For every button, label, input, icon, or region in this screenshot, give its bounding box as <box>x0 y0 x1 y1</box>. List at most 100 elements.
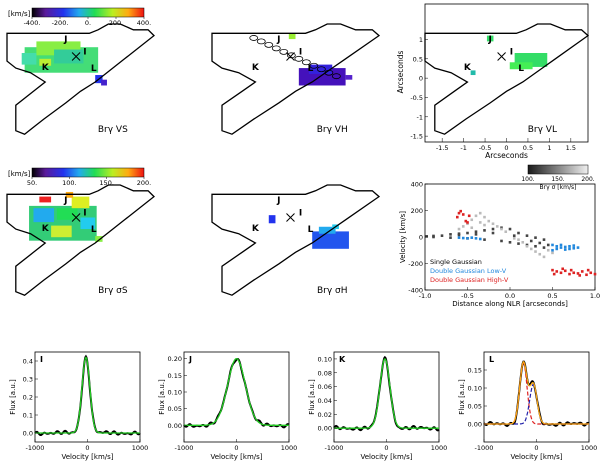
spectrum-fit-line <box>334 358 439 429</box>
vl-frame <box>424 3 589 143</box>
spectrum-ytick-label: 0.4 <box>23 358 33 366</box>
emission-region <box>308 64 333 74</box>
scatter-point <box>483 238 486 241</box>
scatter-ytick-label: -200 <box>408 260 423 268</box>
colorbar-tick-label: 200. <box>109 19 123 27</box>
spectrum-ytick-label: 0.2 <box>23 394 33 402</box>
spectrum-xtick-label: -1000 <box>475 444 494 452</box>
scatter-point <box>456 215 459 219</box>
scatter-point <box>552 272 556 276</box>
knot-label-K: K <box>252 224 260 234</box>
map-panel-4: I J K L Brγ σH <box>211 184 381 296</box>
scatter-point <box>483 223 486 227</box>
spectrum-ytick-label: 0.15 <box>168 372 182 380</box>
spectrum-ytick-label: 0.00 <box>318 425 332 433</box>
contour-mark <box>332 73 341 80</box>
scatter-point <box>457 236 461 239</box>
spectrum-ylabel: Flux [a.u.] <box>458 379 466 415</box>
emission-region <box>54 49 84 64</box>
vl-xtick-label: 1 <box>547 144 551 152</box>
spectrum-fit-line <box>35 356 140 434</box>
scatter-point <box>478 237 482 241</box>
scatter-point <box>457 211 461 215</box>
nucleus-marker <box>497 52 506 61</box>
map-panel-0: I J K L Brγ VS <box>6 23 155 135</box>
contour-mark <box>264 41 274 48</box>
scatter-point <box>470 218 474 222</box>
nucleus-marker <box>286 52 295 61</box>
map-panel-3: I J K L Brγ σS <box>6 184 155 296</box>
map-label: Brγ VL <box>528 125 557 135</box>
emission-region <box>95 236 103 242</box>
scatter-point <box>449 233 452 236</box>
gray-colorbar-tick-label: 150. <box>551 176 564 183</box>
scatter-point <box>478 211 482 215</box>
colorbar-tick-label: 50. <box>27 179 37 187</box>
scatter-point <box>555 244 559 248</box>
scatter-point <box>491 231 495 235</box>
nucleus-marker <box>71 52 81 61</box>
colorbar-tick-label: -400. <box>24 19 41 27</box>
scatter-point <box>517 242 520 245</box>
scatter-point <box>542 238 546 241</box>
scatter-ylabel: Velocity [km/s] <box>399 211 407 263</box>
spectrum-title: J <box>188 355 192 364</box>
spectrum-xtick-label: 0 <box>234 444 238 452</box>
emission-region <box>268 215 276 224</box>
emission-region <box>470 70 476 76</box>
scatter-point <box>466 221 469 224</box>
spectrum-panel-L: -1000 0 1000 0.00 0.05 0.10 0.15 L Velocity [km/… <box>458 351 597 461</box>
scatter-point <box>586 268 590 272</box>
scatter-point <box>561 267 564 271</box>
scatter-series-2 <box>457 236 580 252</box>
spectrum-title: I <box>40 355 43 364</box>
scatter-xtick-label: 0.5 <box>547 292 557 300</box>
scatter-point <box>529 247 533 251</box>
scatter-ytick-label: 0 <box>419 234 423 242</box>
spectrum-ytick-label: 0.08 <box>318 369 332 377</box>
spectrum-component-line <box>484 383 589 425</box>
velocity-colorbar: -400. -200. 0. 200. 400. [km/s] <box>8 7 151 27</box>
gray-colorbar-tick-label: 200. <box>581 176 594 183</box>
scatter-point <box>551 243 554 247</box>
emission-region <box>51 225 72 238</box>
contour-mark <box>271 45 281 52</box>
scatter-point <box>461 213 465 216</box>
scatter-point <box>525 234 529 237</box>
spectrum-ytick-label: 0.00 <box>168 422 182 430</box>
scatter-point <box>521 241 525 244</box>
scatter-point <box>559 271 563 275</box>
spectrum-title: K <box>339 355 346 364</box>
spectrum-data-line <box>183 357 290 429</box>
spectrum-panel-J: -1000 0 1000 0.00 0.05 0.10 0.15 0.20 J Velocity … <box>158 351 297 461</box>
emission-region <box>312 231 349 249</box>
scatter-point <box>572 271 576 275</box>
spectrum-ylabel: Flux [a.u.] <box>9 379 17 415</box>
nucleus-marker <box>286 213 295 222</box>
map-label: Brγ σH <box>317 286 348 296</box>
spectrum-panel-I: -1000 0 1000 0.0 0.1 0.2 0.3 0.4 I Velocity [km/s… <box>9 351 148 461</box>
scatter-point <box>512 234 516 237</box>
vl-xtick-label: 0.5 <box>523 144 533 152</box>
knot-label-K: K <box>464 63 472 73</box>
emission-region <box>509 62 533 70</box>
colorbar-gradient <box>31 167 145 178</box>
scatter-point <box>478 221 482 224</box>
emission-region <box>486 35 494 42</box>
scatter-point <box>512 237 516 240</box>
scatter-point <box>551 268 554 272</box>
spectrum-xtick-label: 1000 <box>431 444 448 452</box>
scatter-point <box>585 273 588 277</box>
knot-label-L: L <box>91 225 97 235</box>
spectrum-xtick-label: -1000 <box>26 444 45 452</box>
contour-mark <box>316 66 326 73</box>
spectrum-ytick-label: 0.02 <box>318 411 332 419</box>
scatter-ytick-label: 200 <box>411 207 423 215</box>
knot-label-I: I <box>83 209 86 219</box>
spectrum-xtick-label: -1000 <box>325 444 344 452</box>
knot-label-J: J <box>276 196 280 206</box>
spectrum-xlabel: Velocity [km/s] <box>360 453 412 461</box>
map-panel-2: I J K L Brγ VL <box>424 23 590 135</box>
knot-label-I: I <box>299 48 302 58</box>
emission-region <box>318 226 336 234</box>
